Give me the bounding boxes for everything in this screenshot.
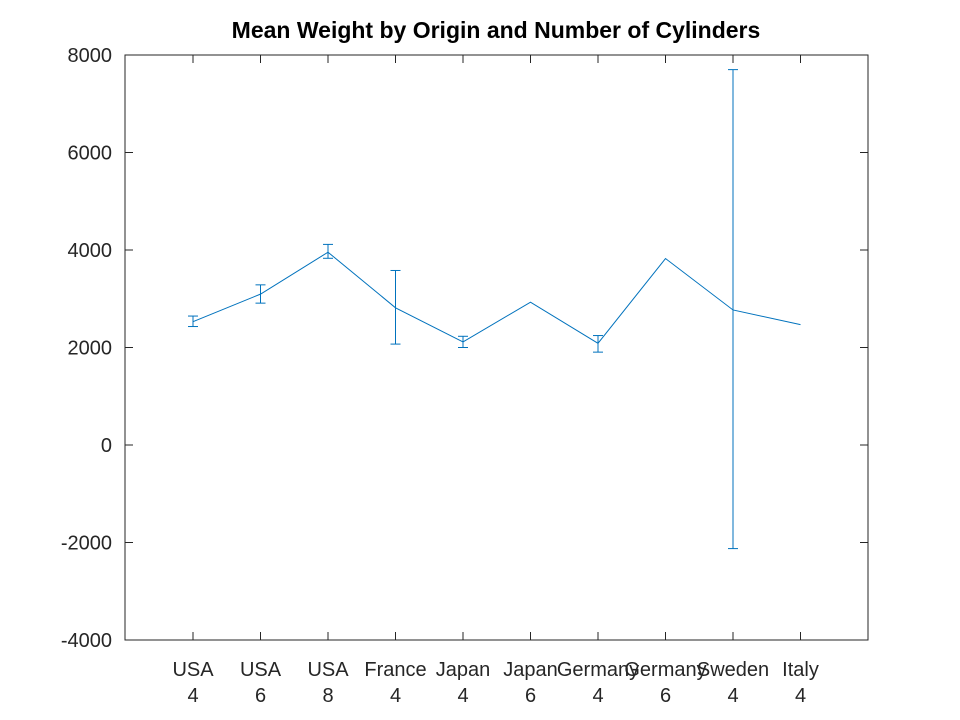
x-tick-label-origin: Germany	[557, 659, 639, 681]
x-tick-label-cylinders: 4	[187, 685, 198, 707]
x-tick-label-cylinders: 6	[255, 685, 266, 707]
chart-title: Mean Weight by Origin and Number of Cyli…	[232, 17, 761, 43]
x-tick-label-origin: Italy	[782, 659, 819, 681]
y-tick-label: 8000	[68, 45, 113, 67]
x-tick-label-cylinders: 8	[322, 685, 333, 707]
x-tick-label-origin: Japan	[503, 659, 558, 681]
x-axis: USA4USA6USA8France4Japan4Japan6Germany4G…	[172, 55, 819, 707]
x-tick-label-origin: USA	[240, 659, 282, 681]
x-tick-label-cylinders: 4	[727, 685, 738, 707]
error-bar	[593, 335, 603, 353]
error-bar	[323, 243, 333, 259]
y-tick-label: 0	[101, 435, 112, 457]
series-line	[192, 251, 801, 345]
x-tick-label-cylinders: 6	[525, 685, 536, 707]
y-tick-label: 2000	[68, 338, 113, 360]
x-tick-label-origin: Sweden	[697, 659, 769, 681]
y-tick-label: -4000	[61, 630, 112, 652]
x-tick-label-cylinders: 4	[457, 685, 468, 707]
series-group	[188, 69, 801, 550]
x-tick-label-origin: Germany	[624, 659, 706, 681]
y-tick-label: 6000	[68, 143, 113, 165]
y-tick-label: 4000	[68, 240, 113, 262]
x-tick-label-origin: USA	[172, 659, 214, 681]
error-bar	[390, 269, 401, 345]
x-tick-label-origin: USA	[307, 659, 349, 681]
x-tick-label-cylinders: 6	[660, 685, 671, 707]
x-tick-label-cylinders: 4	[795, 685, 806, 707]
error-bar	[255, 284, 266, 304]
error-bar	[188, 315, 198, 328]
y-axis: -4000 -2000 0 2000 4000 6000 8000	[61, 45, 868, 652]
x-tick-label-cylinders: 4	[592, 685, 603, 707]
x-tick-label-origin: Japan	[436, 659, 491, 681]
error-bar	[458, 335, 468, 348]
x-tick-label-origin: France	[364, 659, 426, 681]
error-bar	[728, 69, 738, 550]
y-tick-label: -2000	[61, 533, 112, 555]
x-tick-label-cylinders: 4	[390, 685, 401, 707]
